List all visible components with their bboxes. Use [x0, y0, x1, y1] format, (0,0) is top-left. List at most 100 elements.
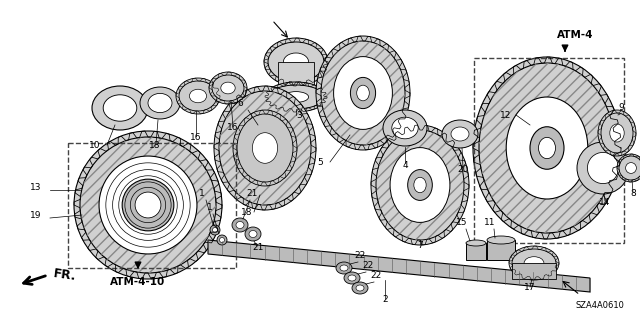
Ellipse shape — [284, 53, 308, 71]
Ellipse shape — [487, 236, 515, 244]
Ellipse shape — [176, 78, 220, 114]
Text: 12: 12 — [500, 111, 512, 120]
Ellipse shape — [220, 238, 225, 242]
Text: 5: 5 — [317, 158, 323, 167]
Text: 22: 22 — [371, 271, 381, 280]
Ellipse shape — [252, 132, 278, 164]
Ellipse shape — [530, 127, 564, 169]
Ellipse shape — [122, 179, 174, 231]
Text: 20: 20 — [458, 165, 468, 174]
Ellipse shape — [245, 227, 261, 241]
Text: 2: 2 — [382, 295, 388, 304]
Ellipse shape — [383, 110, 427, 146]
Ellipse shape — [268, 85, 324, 109]
Ellipse shape — [392, 117, 418, 139]
Text: 16: 16 — [190, 133, 202, 142]
Ellipse shape — [356, 85, 369, 101]
Ellipse shape — [265, 82, 327, 112]
Ellipse shape — [524, 257, 544, 269]
Text: 14: 14 — [599, 198, 611, 207]
Ellipse shape — [408, 170, 433, 200]
Text: 10: 10 — [89, 141, 100, 150]
Text: 7: 7 — [417, 241, 423, 250]
Text: 17: 17 — [524, 283, 536, 292]
FancyBboxPatch shape — [512, 263, 556, 279]
Ellipse shape — [336, 262, 352, 274]
FancyBboxPatch shape — [487, 240, 515, 260]
Ellipse shape — [512, 249, 556, 277]
Text: 13: 13 — [30, 183, 42, 192]
Ellipse shape — [80, 137, 216, 273]
Ellipse shape — [348, 275, 356, 281]
Ellipse shape — [219, 91, 311, 205]
Text: 18: 18 — [241, 208, 253, 217]
Ellipse shape — [442, 120, 478, 148]
Ellipse shape — [601, 113, 633, 153]
Text: 19: 19 — [30, 211, 42, 220]
Ellipse shape — [588, 152, 619, 184]
Ellipse shape — [352, 282, 368, 294]
Ellipse shape — [214, 86, 316, 210]
Ellipse shape — [316, 36, 410, 150]
Text: FR.: FR. — [52, 267, 77, 283]
Ellipse shape — [617, 154, 640, 182]
Polygon shape — [208, 240, 590, 292]
Ellipse shape — [103, 95, 137, 121]
Ellipse shape — [233, 110, 297, 186]
Ellipse shape — [390, 148, 450, 222]
Ellipse shape — [212, 227, 218, 233]
Ellipse shape — [340, 265, 348, 271]
Text: 6: 6 — [237, 99, 243, 108]
Text: SZA4A0610: SZA4A0610 — [575, 301, 625, 310]
Ellipse shape — [414, 177, 426, 193]
Ellipse shape — [221, 82, 236, 94]
Text: 16: 16 — [227, 123, 239, 132]
Ellipse shape — [538, 137, 556, 159]
Ellipse shape — [479, 63, 615, 233]
Ellipse shape — [610, 124, 624, 142]
Ellipse shape — [135, 192, 161, 218]
Ellipse shape — [371, 125, 469, 245]
Text: ATM-4-10: ATM-4-10 — [110, 277, 166, 287]
Ellipse shape — [235, 111, 295, 185]
Ellipse shape — [148, 93, 172, 113]
Ellipse shape — [140, 87, 180, 119]
Ellipse shape — [626, 163, 636, 174]
Ellipse shape — [268, 42, 324, 82]
Text: 22: 22 — [362, 261, 374, 270]
Text: 1: 1 — [199, 189, 205, 198]
Ellipse shape — [212, 75, 244, 101]
Ellipse shape — [333, 56, 392, 130]
Text: 21: 21 — [252, 243, 264, 252]
Ellipse shape — [236, 221, 244, 228]
Ellipse shape — [619, 156, 640, 180]
Text: 21: 21 — [246, 189, 258, 198]
Text: 9: 9 — [618, 103, 624, 112]
Ellipse shape — [249, 231, 257, 238]
Text: 15: 15 — [456, 218, 468, 227]
Text: 11: 11 — [484, 218, 496, 227]
Ellipse shape — [577, 142, 629, 194]
FancyBboxPatch shape — [278, 62, 314, 97]
Ellipse shape — [598, 110, 636, 156]
Ellipse shape — [264, 38, 328, 86]
Text: 18: 18 — [149, 141, 161, 150]
Ellipse shape — [209, 72, 247, 104]
Ellipse shape — [210, 225, 220, 235]
Ellipse shape — [344, 272, 360, 284]
Ellipse shape — [252, 133, 278, 163]
Ellipse shape — [92, 86, 148, 130]
FancyBboxPatch shape — [466, 243, 486, 260]
Text: ATM-4: ATM-4 — [557, 30, 593, 40]
Text: 8: 8 — [630, 189, 636, 198]
Text: 3: 3 — [296, 111, 302, 120]
Ellipse shape — [284, 92, 308, 102]
Ellipse shape — [451, 127, 469, 141]
Ellipse shape — [259, 140, 271, 156]
Ellipse shape — [237, 114, 293, 182]
Ellipse shape — [473, 57, 621, 239]
Ellipse shape — [376, 130, 464, 240]
Ellipse shape — [189, 89, 207, 103]
Ellipse shape — [509, 246, 559, 280]
Ellipse shape — [356, 285, 364, 291]
